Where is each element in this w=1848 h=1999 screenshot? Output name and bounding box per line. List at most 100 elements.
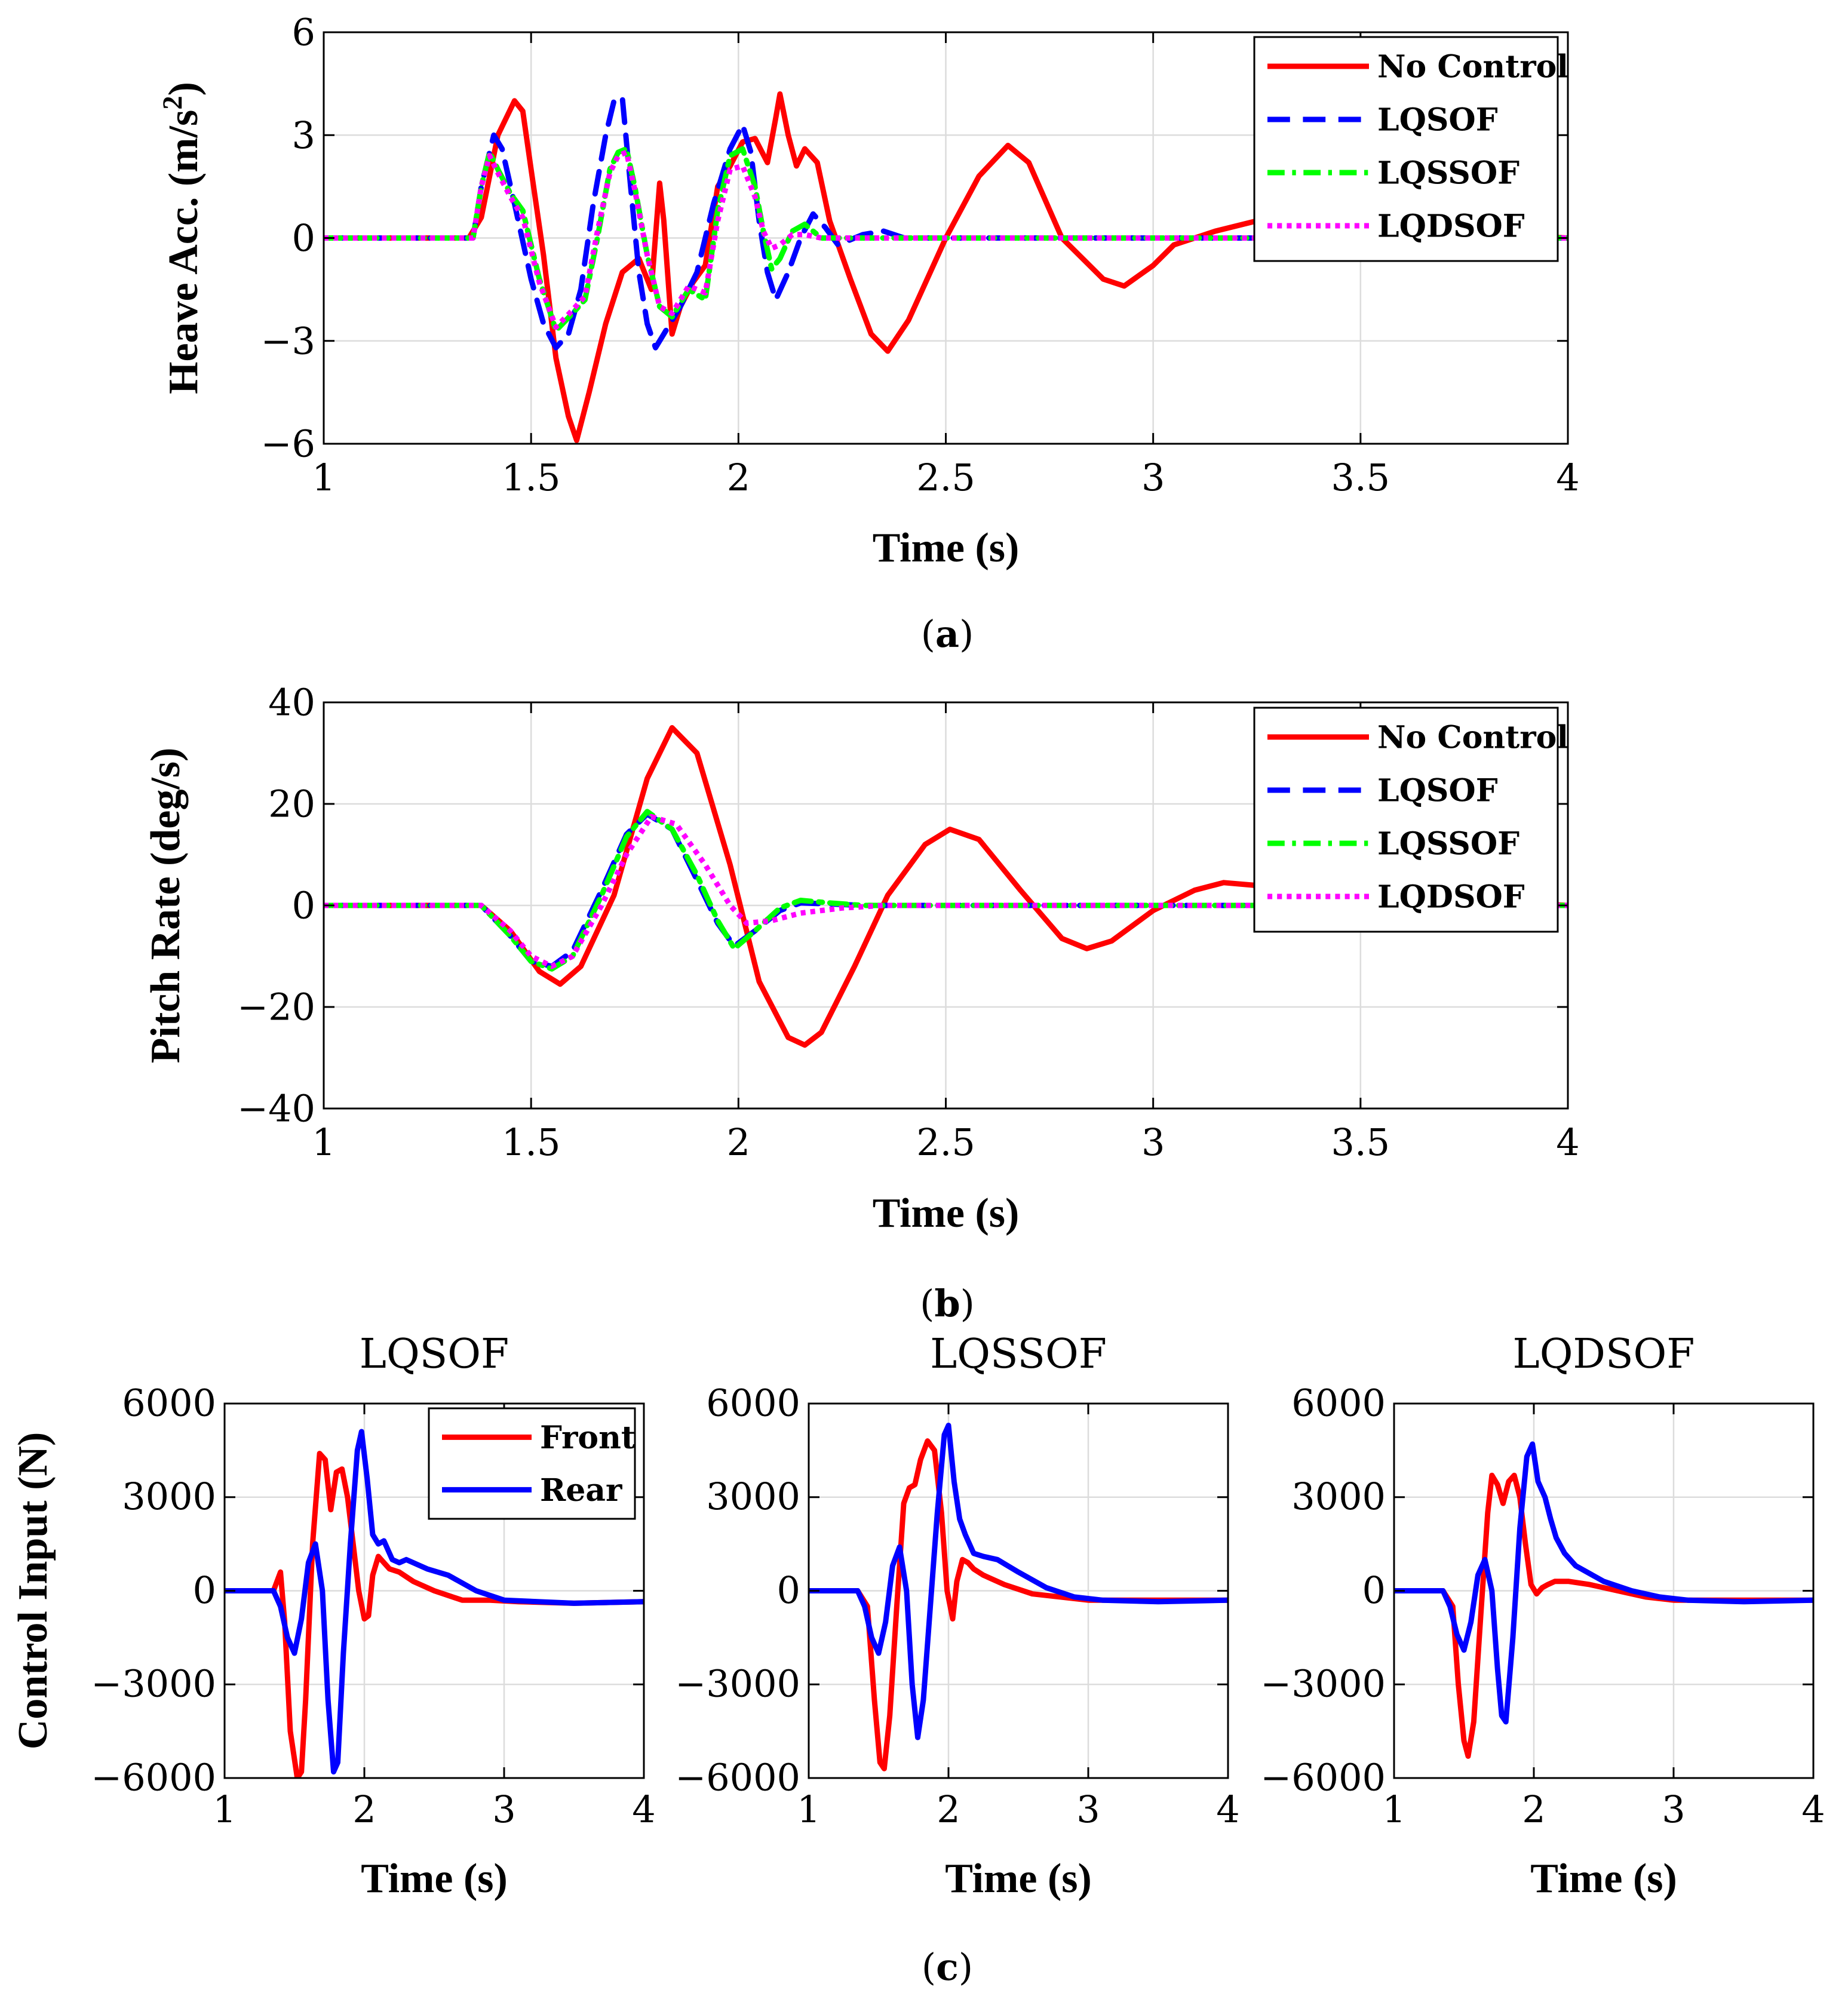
x-axis-label: Time (s)	[1530, 1856, 1677, 1902]
caption-b-letter: b	[934, 1282, 960, 1325]
panel-a-heave-acceleration: 1 1.5 2 2.5 3 3.5 4 −6 −3 0 3 6 Time (s) Heave Acc. (…	[157, 11, 1580, 571]
legend-label: LQDSOF	[1377, 208, 1525, 245]
legend-label: No Control	[1377, 720, 1568, 756]
x-axis-label: Time (s)	[361, 1856, 508, 1902]
y-tick-label: 3000	[122, 1475, 216, 1518]
y-axis-label-end: )	[161, 82, 207, 96]
panel-c-lqdsof-control-input: 1 2 3 4 −6000 −3000 0 3000 6000 Time (s) LQDSOF	[1260, 1331, 1825, 1902]
legend-label: Rear	[540, 1472, 622, 1509]
series-line-rear	[809, 1423, 1228, 1740]
x-tick-label: 1.5	[502, 456, 561, 499]
x-tick-label: 3	[1141, 456, 1165, 499]
x-tick-label: 2.5	[916, 1120, 975, 1164]
x-axis-label: Time (s)	[873, 525, 1020, 571]
y-tick-label: 3	[292, 113, 315, 157]
y-axis-label: Pitch Rate (deg/s)	[143, 748, 189, 1064]
y-tick-label: −6000	[1260, 1755, 1386, 1799]
x-tick-label: 2.5	[916, 456, 975, 499]
tick-marks	[323, 31, 1569, 445]
x-tick-label: 3.5	[1331, 1120, 1390, 1164]
series-group	[809, 1423, 1228, 1771]
series-line-lqdsof	[324, 149, 1568, 330]
y-tick-label: 3000	[1291, 1475, 1386, 1518]
y-axis-label-sup: 2	[157, 96, 188, 109]
x-tick-label: 1	[312, 456, 335, 499]
caption-a-letter: a	[935, 612, 959, 656]
y-tick-label: 6000	[706, 1381, 800, 1424]
x-tick-label: 3	[1076, 1788, 1100, 1831]
y-tick-label: −40	[237, 1087, 315, 1131]
y-axis-label: Heave Acc. (m/s2)	[157, 82, 207, 394]
caption-b: (b)	[920, 1282, 975, 1325]
x-axis-label: Time (s)	[945, 1856, 1092, 1902]
x-tick-label: 1	[797, 1788, 820, 1831]
legend-label: LQSSOF	[1377, 155, 1519, 192]
y-tick-label: 20	[268, 782, 315, 826]
y-tick-label: −3	[261, 319, 315, 363]
legend-box	[428, 1407, 636, 1520]
y-tick-label: −3000	[675, 1662, 800, 1706]
series-group	[324, 725, 1568, 1048]
x-tick-label: 1	[213, 1788, 236, 1831]
tick-marks	[808, 1402, 1229, 1779]
legend-label: No Control	[1377, 49, 1568, 85]
legend: No Control LQSOF LQSSOF LQDSOF	[1253, 36, 1568, 262]
y-axis-label-base: Heave Acc. (m/s	[161, 110, 207, 394]
series-line-front	[225, 1451, 644, 1778]
panel-title: LQSSOF	[930, 1331, 1107, 1378]
legend-label: LQSSOF	[1377, 826, 1519, 862]
x-tick-label: 2	[727, 456, 750, 499]
legend-label: Front	[540, 1420, 636, 1456]
caption-a: (a)	[921, 612, 974, 656]
x-tick-label: 2	[352, 1788, 376, 1831]
y-tick-label: 0	[1362, 1568, 1386, 1612]
x-tick-label: 1	[1382, 1788, 1405, 1831]
legend-label: LQDSOF	[1377, 879, 1525, 916]
y-tick-label: 0	[193, 1568, 216, 1612]
panel-title: LQDSOF	[1513, 1331, 1695, 1378]
x-tick-label: 4	[1801, 1788, 1825, 1831]
legend-box	[1253, 36, 1559, 262]
y-tick-label: 6	[292, 11, 315, 54]
series-line-lqssof	[324, 809, 1568, 972]
x-tick-label: 3	[1141, 1120, 1165, 1164]
y-tick-label: 6000	[1291, 1381, 1386, 1424]
y-tick-label: 0	[292, 216, 315, 260]
y-tick-label: 6000	[122, 1381, 216, 1424]
y-tick-label: −6	[261, 422, 315, 466]
y-axis-label: Control Input (N)	[10, 1432, 56, 1750]
tick-marks	[1393, 1402, 1815, 1779]
legend-label: LQSOF	[1377, 102, 1498, 139]
series-line-front	[1394, 1472, 1813, 1759]
caption-c-letter: c	[936, 1945, 959, 1989]
legend: Front Rear	[428, 1407, 636, 1520]
series-line-no-control	[324, 91, 1568, 443]
x-tick-label: 2	[1522, 1788, 1545, 1831]
series-line-lqsof	[324, 94, 1568, 351]
series-line-lqdsof	[324, 813, 1568, 969]
panel-b-pitch-rate: 1 1.5 2 2.5 3 3.5 4 −40 −20 0 20 40 Time (s) Pitch Ra…	[143, 681, 1580, 1236]
series-group	[225, 1429, 644, 1778]
x-tick-label: 4	[1216, 1788, 1239, 1831]
x-axis-label: Time (s)	[873, 1190, 1020, 1236]
panel-c-lqssof-control-input: 1 2 3 4 −6000 −3000 0 3000 6000 Time (s) LQSSOF	[675, 1331, 1239, 1902]
y-tick-label: −6000	[91, 1755, 216, 1799]
y-tick-label: 0	[292, 884, 315, 928]
x-tick-label: 3	[492, 1788, 515, 1831]
series-group	[324, 91, 1568, 443]
x-tick-label: 3	[1662, 1788, 1685, 1831]
x-tick-label: 1	[312, 1120, 335, 1164]
legend: No Control LQSOF LQSSOF LQDSOF	[1253, 707, 1568, 933]
x-tick-label: 2	[727, 1120, 750, 1164]
y-tick-label: −6000	[675, 1755, 800, 1799]
y-tick-label: −3000	[1260, 1662, 1386, 1706]
legend-label: LQSOF	[1377, 773, 1498, 809]
series-line-rear	[225, 1429, 644, 1775]
y-tick-label: −20	[237, 985, 315, 1029]
x-tick-label: 4	[1556, 1120, 1579, 1164]
x-tick-label: 4	[1556, 456, 1579, 499]
x-tick-label: 1.5	[502, 1120, 561, 1164]
y-tick-label: 0	[777, 1568, 800, 1612]
x-tick-label: 3.5	[1331, 456, 1390, 499]
